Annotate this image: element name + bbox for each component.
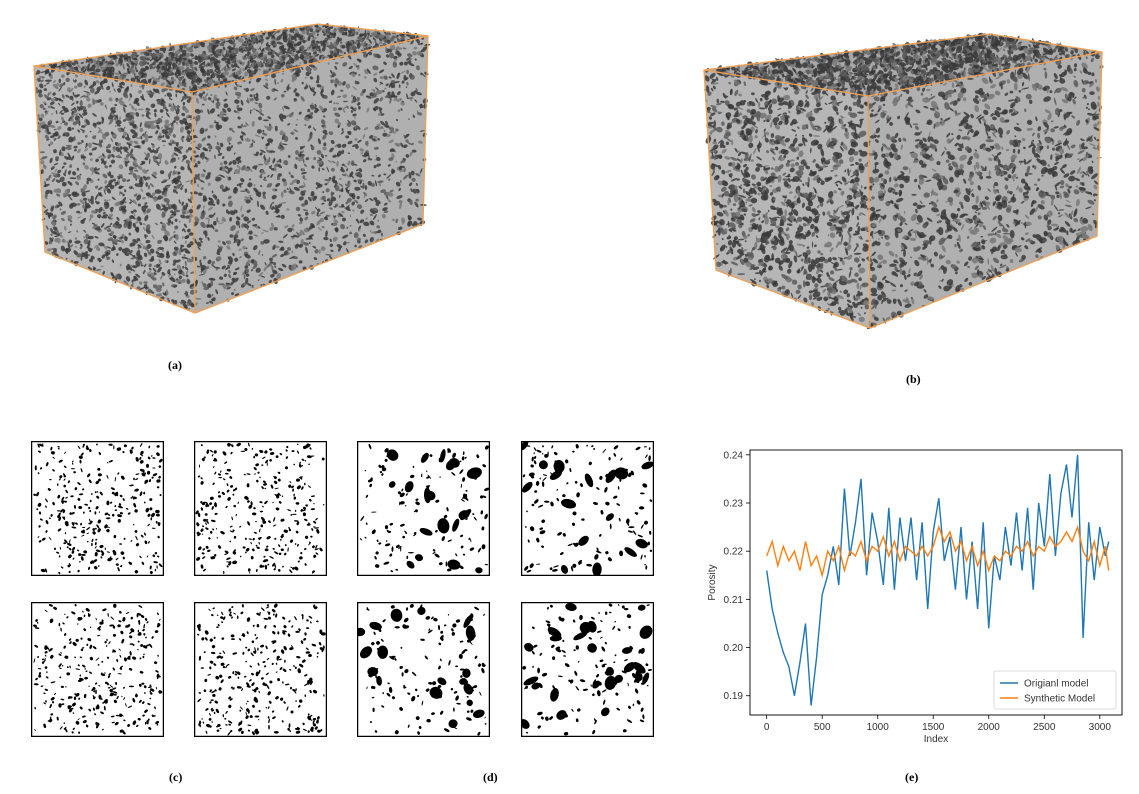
legend-label-1: Synthetic Model (1024, 694, 1095, 705)
y-tick-label: 0.23 (724, 499, 744, 510)
slice-c-4 (194, 602, 327, 737)
y-tick-label: 0.24 (724, 450, 744, 461)
x-tick-label: 1500 (922, 722, 945, 733)
series-line-0 (767, 455, 1109, 706)
x-tick-label: 2000 (978, 722, 1001, 733)
rock-volume-b (700, 30, 1110, 330)
slice-c-2 (194, 441, 327, 576)
caption-b: (b) (906, 372, 921, 387)
caption-a: (a) (168, 358, 182, 373)
slice-d-3 (357, 602, 490, 737)
x-tick-label: 0 (764, 722, 770, 733)
x-tick-label: 1000 (867, 722, 890, 733)
x-tick-label: 500 (814, 722, 831, 733)
rock-volume-a (30, 20, 440, 320)
x-axis-label: Index (924, 734, 948, 745)
slice-c-1 (31, 441, 164, 576)
slice-c-3 (31, 602, 164, 737)
y-tick-label: 0.19 (724, 691, 744, 702)
porosity-chart: 0 500 1000 1500 2000 2500 3000 0.19 0.20 0.21 0.22… (705, 440, 1130, 760)
slice-d-1 (357, 441, 490, 576)
y-tick-label: 0.21 (724, 595, 744, 606)
slice-grid-d (357, 441, 657, 737)
y-tick-label: 0.22 (724, 547, 744, 558)
slice-d-2 (521, 441, 654, 576)
slice-d-4 (521, 602, 654, 737)
caption-d: (d) (483, 770, 498, 785)
porosity-chart-svg: 0 500 1000 1500 2000 2500 3000 0.19 0.20 0.21 0.22… (705, 440, 1130, 760)
x-tick-label: 2500 (1033, 722, 1056, 733)
caption-e: (e) (905, 770, 918, 785)
box-b-side-face (868, 52, 1102, 328)
y-tick-label: 0.20 (724, 643, 744, 654)
y-axis-label: Porosity (707, 564, 718, 600)
x-tick-label: 3000 (1089, 722, 1112, 733)
legend-label-0: Origianl model (1024, 679, 1088, 690)
slice-grid-c (31, 441, 331, 737)
chart-legend: Origianl model Synthetic Model (994, 671, 1116, 709)
caption-c: (c) (169, 770, 182, 785)
